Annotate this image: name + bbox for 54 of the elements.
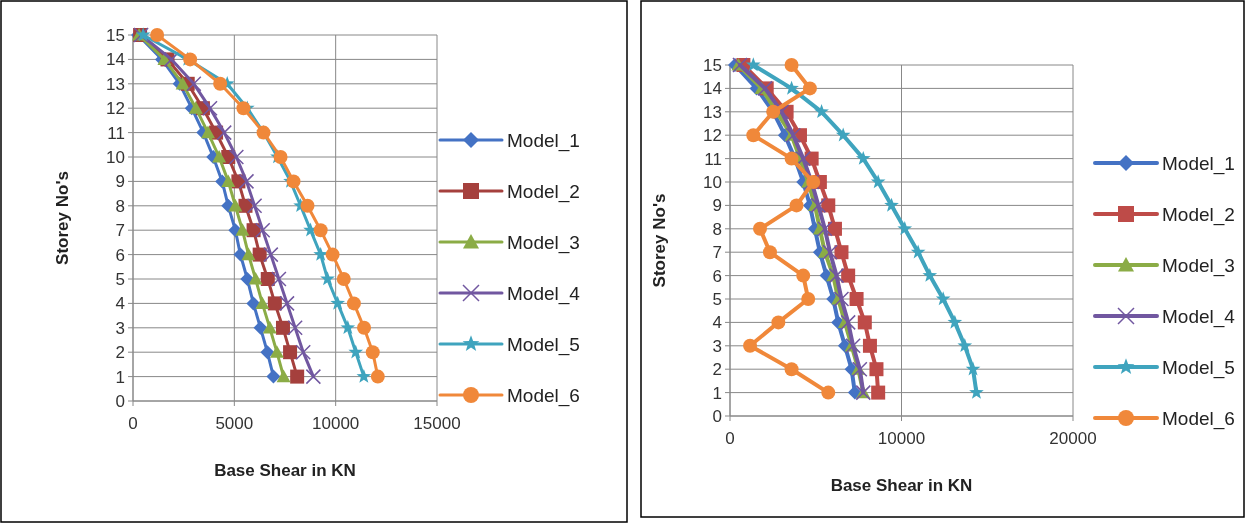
y-tick-label: 7 — [712, 243, 722, 263]
y-axis-title: Storey No's — [650, 193, 669, 288]
y-axis-title: Storey No's — [53, 171, 72, 265]
y-tick-label: 10 — [106, 147, 125, 167]
y-tick-label: 3 — [712, 336, 722, 356]
y-tick-label: 5 — [115, 269, 125, 289]
y-tick-label: 4 — [115, 294, 125, 314]
legend-label: Model_3 — [1162, 254, 1235, 277]
x-tick-label: 0 — [128, 414, 138, 433]
y-tick-label: 8 — [115, 196, 125, 216]
y-tick-label: 9 — [115, 172, 125, 192]
legend-label: Model_6 — [1162, 407, 1235, 430]
x-tick-label: 10000 — [312, 414, 360, 433]
legend-label: Model_5 — [507, 333, 580, 356]
y-tick-label: 10 — [703, 172, 722, 192]
legend-label: Model_1 — [1162, 152, 1235, 175]
x-axis-title: Base Shear in KN — [214, 461, 356, 480]
y-tick-label: 13 — [106, 74, 125, 94]
legend-label: Model_6 — [507, 384, 580, 407]
x-tick-label: 10000 — [877, 429, 926, 448]
legend-label: Model_2 — [1162, 203, 1235, 226]
y-tick-label: 9 — [712, 196, 722, 216]
y-tick-label: 8 — [712, 219, 722, 239]
legend-label: Model_3 — [507, 231, 580, 254]
legend-label: Model_4 — [507, 282, 581, 305]
y-tick-label: 15 — [703, 55, 722, 75]
y-tick-label: 0 — [115, 391, 125, 411]
y-tick-label: 5 — [712, 289, 722, 309]
y-tick-label: 12 — [106, 99, 125, 119]
y-tick-label: 11 — [107, 123, 125, 143]
y-tick-label: 6 — [115, 245, 125, 265]
x-tick-label: 20000 — [1049, 429, 1097, 448]
x-tick-label: 0 — [725, 429, 735, 448]
y-tick-label: 6 — [712, 266, 722, 286]
y-tick-label: 4 — [712, 313, 722, 333]
x-axis-title: Base Shear in KN — [830, 476, 973, 495]
y-tick-label: 14 — [703, 79, 722, 99]
y-tick-label: 2 — [115, 343, 125, 363]
y-tick-label: 12 — [703, 126, 722, 146]
y-tick-label: 7 — [115, 221, 125, 241]
legend-label: Model_2 — [507, 180, 580, 203]
y-tick-label: 1 — [712, 383, 722, 403]
y-tick-label: 11 — [704, 149, 722, 169]
legend-label: Model_5 — [1162, 356, 1235, 379]
x-tick-label: 15000 — [413, 414, 461, 433]
y-tick-label: 15 — [106, 25, 125, 45]
legend-label: Model_4 — [1162, 305, 1236, 328]
legend-label: Model_1 — [507, 129, 580, 152]
y-tick-label: 1 — [115, 367, 125, 387]
y-tick-label: 2 — [712, 360, 722, 380]
y-tick-label: 14 — [106, 50, 125, 70]
x-tick-label: 5000 — [215, 414, 254, 433]
y-tick-label: 3 — [115, 318, 125, 338]
y-tick-label: 13 — [703, 102, 722, 122]
